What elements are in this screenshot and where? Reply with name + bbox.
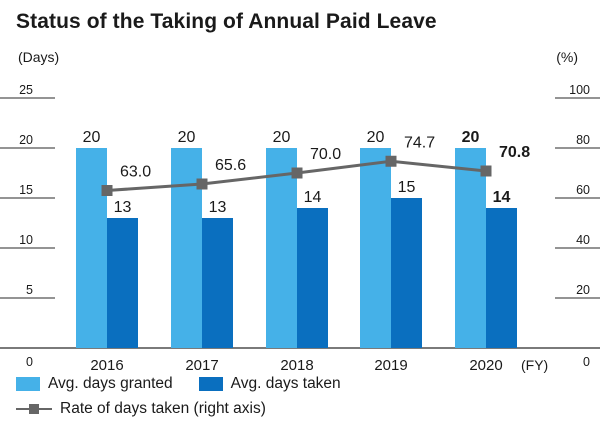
category-label-2016: 2016 xyxy=(90,357,123,374)
axis-ticks: 0 5 10 15 20 25 0 20 40 60 80 100 xyxy=(19,83,590,369)
chart-title: Status of the Taking of Annual Paid Leav… xyxy=(16,10,437,33)
chart-canvas: (Days) (%) (FY) 0 5 10 15 20 25 0 20 40 60 80 100 2… xyxy=(0,49,600,374)
legend-item-taken: Avg. days taken xyxy=(198,375,341,393)
label-taken-2016: 13 xyxy=(114,199,132,216)
left-tick-0: 0 xyxy=(26,355,33,369)
left-axis-label: (Days) xyxy=(18,49,59,65)
label-rate-2018: 70.0 xyxy=(310,146,341,163)
left-tick-20: 20 xyxy=(19,133,33,147)
bar-granted-2016 xyxy=(76,148,107,348)
label-granted-2017: 20 xyxy=(178,129,196,146)
category-labels: 2016 2017 2018 2019 2020 xyxy=(90,357,502,374)
rate-line xyxy=(101,155,492,196)
legend-item-granted: Avg. days granted xyxy=(16,375,173,393)
right-axis-label: (%) xyxy=(556,49,578,65)
bar-taken-2019 xyxy=(391,198,422,348)
rate-marker-2017 xyxy=(196,178,208,190)
category-label-2019: 2019 xyxy=(374,357,407,374)
bar-taken-2016 xyxy=(107,218,138,348)
legend-label-taken: Avg. days taken xyxy=(230,375,341,392)
label-taken-2019: 15 xyxy=(398,179,416,196)
bar-taken-2020 xyxy=(486,208,517,348)
left-tick-10: 10 xyxy=(19,233,33,247)
legend-row-bars: Avg. days granted Avg. days taken xyxy=(16,375,367,393)
label-rate-2017: 65.6 xyxy=(215,157,246,174)
left-tick-5: 5 xyxy=(26,283,33,297)
category-label-2020: 2020 xyxy=(469,357,502,374)
rate-marker-2018 xyxy=(291,167,303,179)
legend-label-granted: Avg. days granted xyxy=(48,375,173,392)
right-tick-40: 40 xyxy=(576,233,590,247)
legend-swatch-rate xyxy=(16,402,52,416)
data-labels: 20 13 20 13 20 14 20 15 20 14 63.0 65.6 70.0 74.7 70.8 xyxy=(83,129,531,216)
label-rate-2016: 63.0 xyxy=(120,164,151,181)
right-tick-60: 60 xyxy=(576,183,590,197)
right-tick-80: 80 xyxy=(576,133,590,147)
label-taken-2020: 14 xyxy=(493,189,511,206)
label-granted-2019: 20 xyxy=(367,129,385,146)
legend-item-rate: Rate of days taken (right axis) xyxy=(16,400,266,418)
label-rate-2020: 70.8 xyxy=(499,144,530,161)
legend-swatch-taken xyxy=(198,377,223,391)
bar-granted-2020 xyxy=(455,148,486,348)
bar-granted-2019 xyxy=(360,148,391,348)
bar-taken-2017 xyxy=(202,218,233,348)
bar-granted-2017 xyxy=(171,148,202,348)
left-tick-25: 25 xyxy=(19,83,33,97)
category-label-2017: 2017 xyxy=(185,357,218,374)
right-tick-0: 0 xyxy=(583,355,590,369)
rate-marker-2016 xyxy=(101,185,113,196)
left-tick-15: 15 xyxy=(19,183,33,197)
x-axis-unit: (FY) xyxy=(521,357,548,373)
bar-taken-2018 xyxy=(297,208,328,348)
right-tick-20: 20 xyxy=(576,283,590,297)
label-rate-2019: 74.7 xyxy=(404,134,435,151)
category-label-2018: 2018 xyxy=(280,357,313,374)
label-taken-2018: 14 xyxy=(304,189,322,206)
legend-swatch-granted xyxy=(16,377,40,391)
right-tick-100: 100 xyxy=(569,83,590,97)
rate-marker-2020 xyxy=(480,165,492,177)
label-granted-2018: 20 xyxy=(273,129,291,146)
label-taken-2017: 13 xyxy=(209,199,227,216)
legend-label-rate: Rate of days taken (right axis) xyxy=(60,400,266,417)
legend-row-line: Rate of days taken (right axis) xyxy=(16,400,292,418)
label-granted-2020: 20 xyxy=(462,129,480,146)
rate-marker-2019 xyxy=(385,155,397,167)
label-granted-2016: 20 xyxy=(83,129,101,146)
bar-granted-2018 xyxy=(266,148,297,348)
